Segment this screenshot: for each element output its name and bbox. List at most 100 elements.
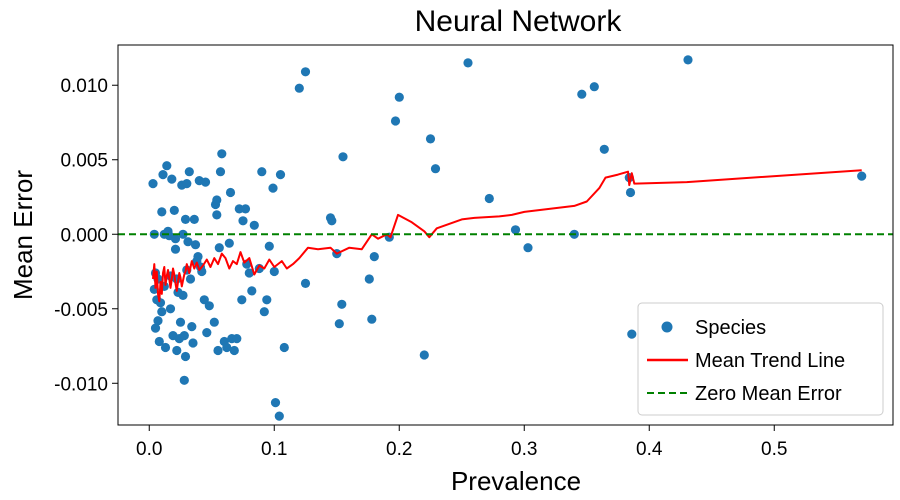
y-tick-label: -0.005 [54, 300, 108, 321]
legend-box [637, 302, 884, 416]
species-point [153, 316, 163, 326]
species-point [238, 216, 248, 226]
species-point [390, 116, 401, 126]
species-point [204, 301, 214, 311]
species-point [279, 342, 289, 353]
species-point [510, 225, 521, 235]
legend-label: Mean Trend Line [695, 350, 845, 372]
species-point [224, 238, 234, 248]
species-point [212, 210, 222, 220]
species-point [394, 92, 404, 102]
species-point [262, 295, 272, 305]
species-point [187, 322, 197, 332]
species-point [229, 345, 239, 356]
species-point [185, 274, 196, 284]
species-point [180, 351, 191, 362]
species-point [202, 328, 212, 338]
species-point [232, 334, 242, 344]
species-point [338, 152, 348, 162]
species-point [249, 220, 259, 230]
axes: 0.0 0.1 0.2 0.3 0.4 0.5 0.010 0.005 0.000 -0.005 -… [54, 44, 894, 460]
species-point [214, 243, 224, 253]
species-point [484, 193, 494, 204]
species-point [157, 207, 167, 217]
species-point [155, 298, 166, 308]
legend-marker-species [661, 321, 673, 333]
x-tick-label: 0.5 [761, 439, 787, 460]
species-point [857, 171, 867, 181]
species-point [217, 149, 227, 159]
species-point [165, 304, 176, 314]
species-point [240, 204, 251, 214]
species-point [369, 252, 379, 262]
species-point [222, 342, 232, 353]
species-point [178, 229, 188, 239]
species-point [463, 58, 473, 68]
species-point [274, 411, 284, 421]
x-tick-label: 0.3 [511, 439, 537, 460]
species-point [430, 164, 441, 174]
species-point [300, 278, 311, 288]
species-point [172, 345, 182, 356]
species-point [179, 375, 189, 385]
y-axis-title: Mean Error [8, 170, 38, 300]
species-point [212, 195, 222, 205]
species-point [300, 67, 311, 77]
species-point [170, 244, 181, 254]
species-point [189, 214, 199, 224]
species-point [209, 317, 219, 327]
species-point [627, 329, 637, 339]
species-point [188, 338, 198, 348]
x-tick-label: 0.2 [386, 439, 412, 460]
y-tick-label: -0.010 [54, 374, 108, 395]
y-tick-label: 0.000 [60, 225, 108, 246]
species-point [150, 323, 161, 333]
species-point [270, 398, 281, 408]
species-point [167, 174, 177, 184]
species-point [169, 205, 179, 215]
species-point [334, 319, 344, 329]
species-point [275, 170, 286, 180]
plot-frame [117, 44, 894, 426]
species-point [337, 299, 347, 309]
species-point [154, 336, 164, 347]
species-point [170, 234, 181, 244]
species-point [158, 170, 168, 180]
species-point [625, 187, 636, 198]
species-point [160, 342, 171, 353]
species-point [237, 295, 247, 305]
species-point [599, 144, 609, 154]
species-point [178, 290, 188, 300]
species-point [182, 179, 192, 189]
species-point [157, 307, 167, 317]
species-point [367, 314, 377, 324]
species-point [247, 286, 257, 296]
species-point [269, 266, 279, 277]
y-tick-label: 0.010 [60, 76, 108, 97]
species-point [683, 55, 693, 65]
mean-trend-line [152, 169, 862, 303]
species-point [327, 216, 337, 226]
species-point [190, 240, 201, 250]
species-point [244, 268, 254, 278]
x-tick-label: 0.0 [136, 439, 162, 460]
species-point [149, 284, 159, 294]
species-point [183, 237, 193, 247]
legend-label: Species [695, 317, 766, 339]
species-point [213, 345, 223, 356]
species-point [268, 183, 278, 193]
species-point [425, 134, 436, 144]
species-point [264, 241, 274, 251]
species-point [257, 167, 267, 177]
species-point [419, 350, 429, 360]
species-point [523, 243, 533, 253]
species-point [193, 252, 203, 262]
y-tick-label: 0.005 [60, 151, 108, 172]
chart-title: Neural Network [415, 5, 623, 38]
species-point [179, 331, 189, 341]
species-point [259, 307, 269, 317]
legend-label: Zero Mean Error [695, 383, 842, 405]
x-tick-label: 0.1 [261, 439, 287, 460]
